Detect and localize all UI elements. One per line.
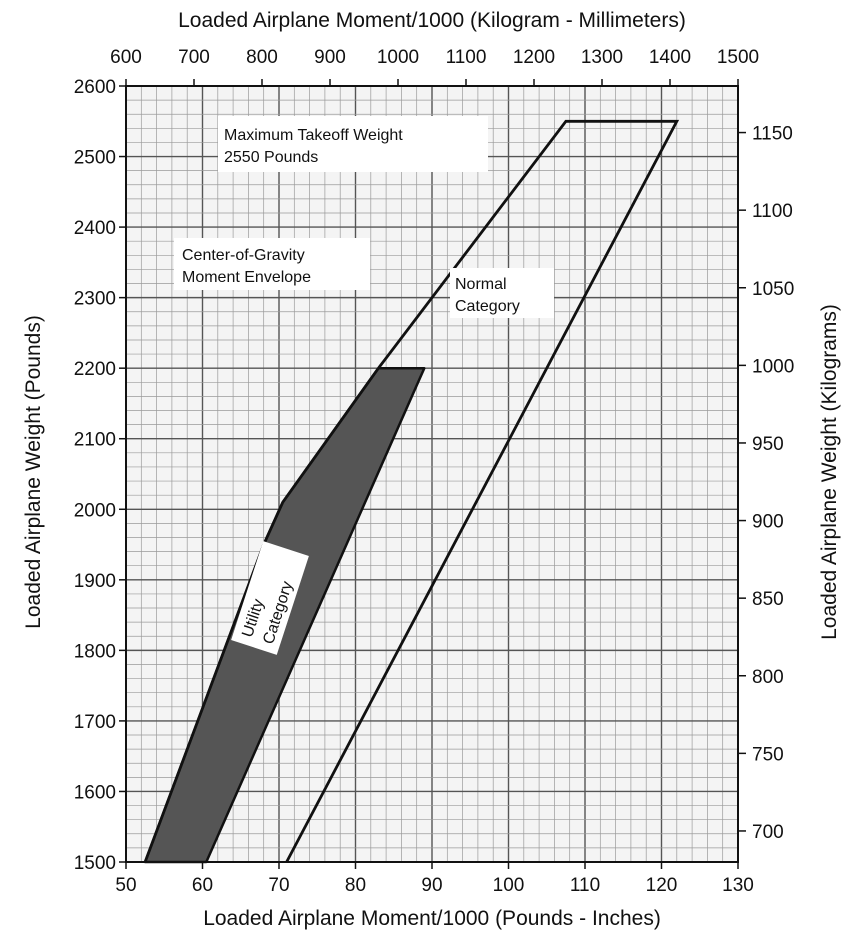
top-tick-label: 700 [178,47,210,68]
y-tick-label: 1900 [74,571,116,592]
annotation-text: Center-of-Gravity [182,247,305,264]
top-tick-label: 1500 [717,47,759,68]
top-tick-label: 1200 [513,47,555,68]
right-tick-label: 900 [752,512,784,533]
x-tick-label: 110 [570,875,600,896]
top-tick-label: 800 [246,47,278,68]
y-tick-label: 2100 [74,430,116,451]
y-tick-label: 2500 [74,148,116,169]
top-axis-title: Loaded Airplane Moment/1000 (Kilogram - … [178,9,686,32]
annotation-background [450,268,554,318]
bottom-axis-title: Loaded Airplane Moment/1000 (Pounds - In… [203,907,661,930]
right-axis-title: Loaded Airplane Weight (Kilograms) [818,304,841,640]
top-tick-label: 1100 [446,47,487,68]
annotation-text: Maximum Takeoff Weight [224,127,403,144]
annotation-background [231,541,309,655]
annotation-background [218,116,488,172]
right-tick-label: 950 [752,434,784,455]
annotations: Maximum Takeoff Weight 2550 Pounds Center-… [174,116,554,655]
y-tick-label: 1700 [74,712,116,733]
right-tick-label: 800 [752,667,784,688]
ticks: 50 60 70 80 90 100 110 120 130 1500 1600 1700 1800 19… [74,47,795,896]
top-tick-label: 1000 [377,47,419,68]
right-tick-label: 700 [752,822,784,843]
x-tick-label: 100 [493,875,525,896]
y-tick-label: 2400 [74,218,116,239]
annotation-text: Normal [455,276,507,293]
right-tick-label: 750 [752,744,784,765]
annotation-text: Moment Envelope [182,269,311,286]
y-tick-label: 2300 [74,289,116,310]
right-tick-label: 1000 [752,356,794,377]
y-tick-label: 2000 [74,500,116,521]
y-tick-label: 1600 [74,782,116,803]
right-tick-label: 850 [752,589,784,610]
top-tick-label: 1300 [581,47,623,68]
x-tick-label: 120 [646,875,678,896]
x-tick-label: 130 [722,875,754,896]
annotation-text: Category [455,298,520,315]
top-tick-label: 900 [314,47,346,68]
right-tick-label: 1100 [752,201,793,222]
left-axis-title: Loaded Airplane Weight (Pounds) [22,315,45,629]
y-tick-label: 2600 [74,77,116,98]
annotation-box: Center-of-Gravity Moment Envelope [174,238,370,290]
annotation-background [174,238,370,290]
y-tick-label: 1800 [74,641,116,662]
annotation-box: Normal Category [450,268,554,318]
y-tick-label: 2200 [74,359,116,380]
top-tick-label: 600 [110,47,142,68]
right-tick-label: 1150 [752,124,793,145]
annotation-box: Maximum Takeoff Weight 2550 Pounds [218,116,488,172]
right-tick-label: 1050 [752,279,794,300]
y-tick-label: 1500 [74,853,116,874]
top-tick-label: 1400 [649,47,691,68]
x-tick-label: 90 [421,875,442,896]
x-tick-label: 80 [345,875,366,896]
annotation-text: 2550 Pounds [224,149,318,166]
x-tick-label: 50 [115,875,136,896]
x-tick-label: 70 [268,875,289,896]
x-tick-label: 60 [192,875,213,896]
